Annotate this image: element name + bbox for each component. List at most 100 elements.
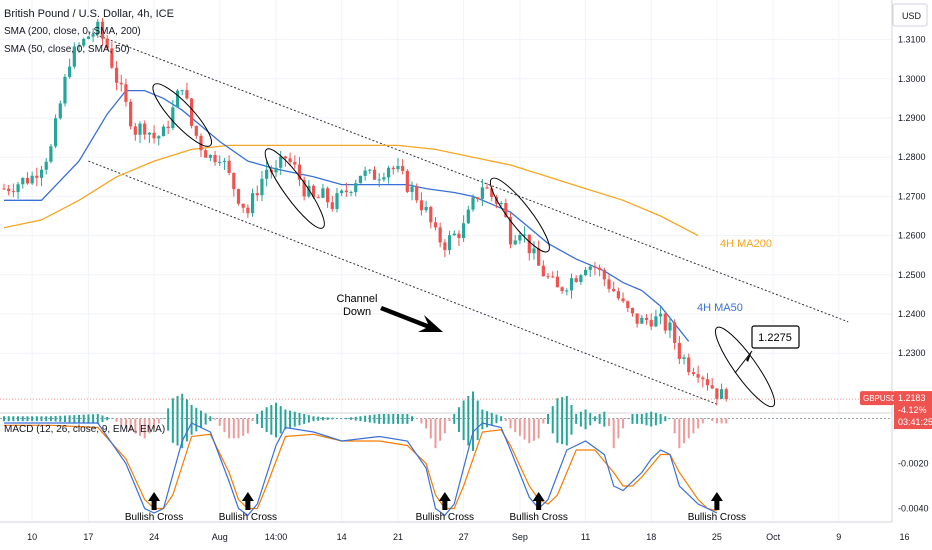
sma200-legend[interactable]: SMA (200, close, 0, SMA, 200) bbox=[4, 26, 141, 37]
macd-histogram-bar bbox=[387, 414, 390, 424]
candle-body bbox=[91, 34, 95, 37]
candle-body bbox=[504, 203, 508, 218]
macd-histogram-bar bbox=[453, 414, 456, 424]
macd-legend[interactable]: MACD (12, 26, close, 9, EMA, EMA) bbox=[4, 424, 166, 435]
candle bbox=[326, 186, 330, 208]
candle-body bbox=[222, 160, 227, 162]
time-tick-label: 9 bbox=[836, 532, 841, 542]
candle-body bbox=[2, 188, 6, 190]
sma50-legend[interactable]: SMA (50, close, 0, SMA, 50) bbox=[4, 44, 130, 55]
candle-body bbox=[307, 185, 311, 197]
macd-histogram-bar bbox=[242, 418, 245, 436]
candle bbox=[415, 183, 419, 204]
candle bbox=[429, 205, 433, 229]
macd-histogram-bar bbox=[514, 418, 517, 433]
macd-histogram-bar bbox=[312, 416, 315, 422]
time-tick-label: 10 bbox=[27, 532, 37, 542]
time-tick-label: Oct bbox=[766, 532, 781, 542]
time-tick-label: 14 bbox=[337, 532, 347, 542]
candle bbox=[133, 123, 137, 141]
macd-histogram-bar bbox=[246, 418, 249, 434]
macd-histogram-bar bbox=[443, 418, 446, 434]
candle bbox=[452, 230, 456, 236]
pattern-ellipse-3 bbox=[714, 326, 776, 408]
candle-body bbox=[583, 269, 588, 276]
time-tick-label: 14:00 bbox=[265, 532, 288, 542]
candle bbox=[715, 388, 719, 406]
candle bbox=[96, 18, 100, 39]
time-tick-label: 16 bbox=[899, 532, 909, 542]
candle-body bbox=[30, 175, 34, 184]
candle-body bbox=[710, 385, 714, 389]
candle bbox=[635, 313, 639, 328]
target-price-box bbox=[751, 325, 800, 349]
candle bbox=[213, 150, 217, 166]
macd-histogram-bar bbox=[476, 400, 479, 441]
candle bbox=[194, 125, 198, 139]
candle bbox=[626, 300, 630, 312]
price-tick-label: 1.2400 bbox=[898, 309, 926, 319]
candle-body bbox=[133, 126, 137, 135]
macd-histogram-bar bbox=[598, 414, 601, 424]
candle bbox=[25, 172, 30, 185]
candle-body bbox=[696, 374, 700, 378]
candle bbox=[110, 41, 114, 69]
candle bbox=[541, 260, 545, 277]
candle bbox=[551, 271, 555, 278]
candle-body bbox=[452, 233, 456, 236]
candle bbox=[565, 288, 569, 296]
candle bbox=[396, 157, 400, 173]
candle bbox=[119, 74, 123, 92]
candle bbox=[265, 161, 269, 187]
candle-body bbox=[82, 38, 86, 46]
candle bbox=[222, 157, 227, 170]
candle bbox=[124, 78, 128, 107]
candle bbox=[401, 159, 405, 175]
candle bbox=[696, 365, 700, 384]
candle-body bbox=[541, 265, 545, 277]
time-tick-label: 18 bbox=[646, 532, 656, 542]
candle bbox=[710, 377, 714, 390]
macd-histogram-bar bbox=[612, 418, 615, 449]
macd-histogram-bar bbox=[678, 418, 681, 449]
macd-histogram-bar bbox=[457, 407, 460, 432]
candle bbox=[705, 372, 710, 391]
time-axis[interactable]: 10 17 24 Aug 14:00 14 21 27 Sep 11 18 25 Oct 9 16 bbox=[27, 532, 909, 542]
candle bbox=[687, 353, 691, 376]
candle-body bbox=[335, 193, 339, 209]
candle bbox=[152, 125, 156, 144]
candle bbox=[457, 230, 461, 246]
macd-histogram-bar bbox=[260, 410, 263, 428]
macd-histogram-bar bbox=[547, 414, 550, 424]
macd-histogram-bar bbox=[317, 416, 320, 421]
candle-body bbox=[58, 103, 62, 119]
candles bbox=[2, 17, 728, 406]
candle bbox=[180, 89, 184, 96]
candle-body bbox=[705, 379, 710, 386]
candle-body bbox=[593, 266, 597, 268]
candle-body bbox=[100, 21, 105, 39]
macd-histogram-bar bbox=[570, 405, 573, 435]
macd-histogram-bar bbox=[420, 418, 423, 424]
candle bbox=[593, 262, 597, 276]
candle-body bbox=[654, 316, 658, 327]
macd-histogram-bar bbox=[148, 418, 151, 434]
sma50-line bbox=[4, 89, 690, 342]
candle-body bbox=[476, 197, 480, 199]
candle bbox=[279, 150, 283, 175]
candle bbox=[433, 217, 438, 231]
macd-histogram-bar bbox=[406, 414, 409, 424]
time-tick-label: 21 bbox=[393, 532, 403, 542]
macd-histogram-bar bbox=[401, 414, 404, 424]
candle bbox=[157, 135, 161, 146]
bullish-cross-label: Bullish Cross bbox=[219, 512, 277, 523]
candle bbox=[288, 152, 292, 166]
candle-body bbox=[663, 313, 667, 331]
macd-histogram-bar bbox=[7, 416, 10, 422]
macd-histogram-bar bbox=[49, 416, 52, 422]
macd-histogram-bar bbox=[110, 418, 113, 420]
price-tick-label: 1.2600 bbox=[898, 231, 926, 241]
candle-body bbox=[565, 290, 569, 292]
